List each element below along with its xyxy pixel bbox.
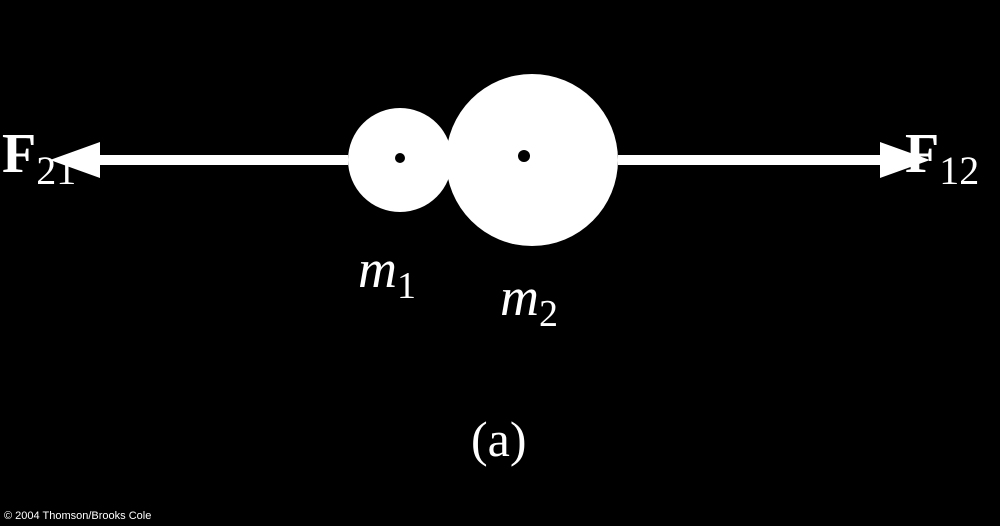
mass-m1-symbol: m [358,239,397,299]
arrow-left-shaft [100,155,348,165]
force-f21-subscript: 21 [36,148,76,193]
force-label-f12: F12 [905,122,979,186]
mass-label-m2: m2 [500,266,558,328]
panel-label-text: (a) [471,411,527,467]
force-f21-symbol: F [2,123,36,185]
mass2-circle [446,74,618,246]
mass-m2-subscript: 2 [539,293,558,335]
mass-m2-symbol: m [500,267,539,327]
mass-label-m1: m1 [358,238,416,300]
force-diagram: F21 F12 m1 m2 (a) © 2004 Thomson/Brooks … [0,0,1000,526]
force-f12-subscript: 12 [939,148,979,193]
force-label-f21: F21 [2,122,76,186]
mass2-center-dot [518,150,530,162]
mass1-center-dot [395,153,405,163]
copyright-text: © 2004 Thomson/Brooks Cole [4,510,151,522]
force-f12-symbol: F [905,123,939,185]
arrow-right-shaft [618,155,880,165]
copyright-label: © 2004 Thomson/Brooks Cole [4,510,151,522]
mass-m1-subscript: 1 [397,265,416,307]
panel-label: (a) [471,410,527,468]
